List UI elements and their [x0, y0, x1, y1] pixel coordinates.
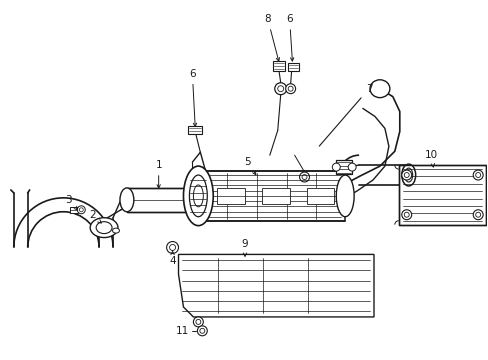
Text: 3: 3 — [65, 195, 78, 210]
Circle shape — [285, 84, 295, 94]
Polygon shape — [70, 207, 78, 213]
Circle shape — [299, 172, 309, 182]
Polygon shape — [127, 188, 194, 212]
Circle shape — [475, 212, 480, 217]
Polygon shape — [306, 188, 334, 204]
Text: 8: 8 — [264, 14, 279, 61]
Ellipse shape — [369, 80, 389, 98]
Polygon shape — [217, 188, 244, 204]
Ellipse shape — [187, 188, 201, 212]
Ellipse shape — [90, 218, 118, 238]
Circle shape — [197, 326, 207, 336]
Text: 10: 10 — [424, 150, 437, 167]
Circle shape — [79, 208, 83, 212]
Circle shape — [277, 86, 283, 92]
Circle shape — [404, 172, 408, 177]
Ellipse shape — [336, 175, 353, 217]
Text: 11: 11 — [176, 326, 189, 336]
Ellipse shape — [212, 186, 220, 214]
Text: 6: 6 — [286, 14, 293, 61]
Circle shape — [196, 319, 201, 324]
Circle shape — [274, 83, 286, 95]
Circle shape — [166, 242, 178, 253]
Ellipse shape — [112, 228, 119, 233]
Circle shape — [404, 212, 408, 217]
Text: 4: 4 — [169, 251, 176, 266]
Ellipse shape — [120, 188, 134, 212]
Circle shape — [77, 206, 85, 214]
Circle shape — [332, 163, 340, 171]
Circle shape — [347, 163, 355, 171]
Ellipse shape — [191, 171, 199, 177]
Polygon shape — [272, 61, 284, 71]
Polygon shape — [336, 160, 351, 174]
Circle shape — [472, 170, 482, 180]
Ellipse shape — [199, 168, 205, 172]
Circle shape — [401, 210, 411, 220]
Circle shape — [200, 328, 204, 333]
Text: 1: 1 — [155, 160, 162, 188]
Text: 9: 9 — [241, 239, 248, 256]
Polygon shape — [188, 126, 202, 134]
Polygon shape — [287, 63, 298, 71]
Polygon shape — [262, 188, 289, 204]
Polygon shape — [198, 171, 345, 221]
Ellipse shape — [189, 175, 207, 217]
Circle shape — [287, 86, 292, 91]
Text: 5: 5 — [244, 157, 255, 175]
Circle shape — [475, 172, 480, 177]
Ellipse shape — [193, 185, 203, 207]
Ellipse shape — [206, 180, 218, 220]
Text: 7: 7 — [319, 84, 371, 146]
Circle shape — [302, 175, 306, 180]
Ellipse shape — [183, 166, 213, 226]
Circle shape — [193, 317, 203, 327]
Polygon shape — [178, 255, 373, 317]
Ellipse shape — [404, 168, 412, 182]
Ellipse shape — [96, 222, 112, 234]
Text: 2: 2 — [89, 210, 101, 223]
Ellipse shape — [401, 164, 415, 186]
Polygon shape — [398, 165, 485, 225]
Circle shape — [169, 244, 175, 251]
Text: 6: 6 — [189, 69, 196, 126]
Circle shape — [401, 170, 411, 180]
Circle shape — [472, 210, 482, 220]
